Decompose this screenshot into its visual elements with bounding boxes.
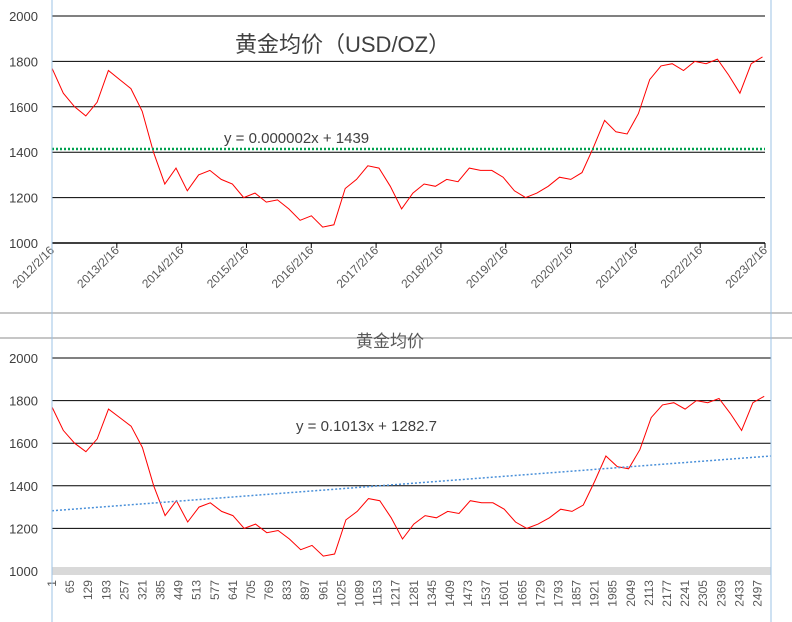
x-tick-label: 577 <box>208 580 222 600</box>
y-tick-label: 1200 <box>9 191 38 206</box>
top-trendline-label: y = 0.000002x + 1439 <box>224 130 369 147</box>
x-tick-label: 2113 <box>642 580 656 606</box>
x-tick-label: 2433 <box>732 580 746 607</box>
x-tick-label: 641 <box>226 580 240 600</box>
price-series-line <box>51 395 765 557</box>
x-tick-label: 1857 <box>570 580 584 607</box>
x-tick-label: 129 <box>81 580 95 600</box>
x-tick-label: 2177 <box>660 580 674 607</box>
x-tick-label: 2497 <box>750 580 764 607</box>
bottom-axis-band <box>52 567 771 575</box>
x-tick-label: 2016/2/16 <box>269 243 317 291</box>
x-tick-label: 2015/2/16 <box>204 243 252 291</box>
x-tick-label: 1153 <box>371 580 385 606</box>
x-tick-label: 449 <box>172 580 186 600</box>
x-tick-label: 1217 <box>389 580 403 607</box>
x-tick-label: 1921 <box>588 580 602 607</box>
x-tick-label: 1793 <box>551 580 565 607</box>
bottom-chart: 1000120014001600180020001651291932573213… <box>9 351 772 607</box>
y-tick-label: 1800 <box>9 54 38 69</box>
y-tick-label: 1000 <box>9 564 38 579</box>
x-tick-label: 2369 <box>714 580 728 607</box>
x-tick-label: 321 <box>135 580 149 600</box>
x-tick-label: 65 <box>63 580 77 594</box>
x-tick-label: 1473 <box>461 580 475 607</box>
x-tick-label: 2022/2/16 <box>658 243 706 291</box>
y-tick-label: 1000 <box>9 236 38 251</box>
x-tick-label: 1345 <box>425 580 439 607</box>
x-tick-label: 705 <box>244 580 258 600</box>
y-tick-label: 1400 <box>9 479 38 494</box>
y-tick-label: 2000 <box>9 351 38 366</box>
x-tick-label: 2019/2/16 <box>463 243 511 291</box>
x-tick-label: 769 <box>262 580 276 600</box>
x-tick-label: 513 <box>190 580 204 600</box>
x-tick-label: 1985 <box>606 580 620 607</box>
price-series-line <box>51 56 763 228</box>
x-tick-label: 1409 <box>443 580 457 607</box>
y-tick-label: 1200 <box>9 521 38 536</box>
x-tick-label: 1665 <box>515 580 529 607</box>
x-tick-label: 2018/2/16 <box>398 243 446 291</box>
x-tick-label: 961 <box>316 580 330 600</box>
top-chart-title: 黄金均价（USD/OZ） <box>235 32 450 57</box>
x-tick-label: 1729 <box>533 580 547 607</box>
x-tick-label: 1601 <box>497 580 511 607</box>
x-tick-label: 1089 <box>352 580 366 607</box>
x-tick-label: 1537 <box>479 580 493 607</box>
x-tick-label: 2013/2/16 <box>74 243 122 291</box>
x-tick-label: 257 <box>117 580 131 600</box>
x-tick-label: 385 <box>154 580 168 600</box>
trendline <box>51 455 772 512</box>
x-tick-label: 897 <box>298 580 312 600</box>
x-tick-label: 1025 <box>334 580 348 607</box>
x-tick-label: 2241 <box>678 580 692 607</box>
x-tick-label: 193 <box>99 580 113 600</box>
bottom-trendline-label: y = 0.1013x + 1282.7 <box>296 418 437 435</box>
y-tick-label: 1400 <box>9 145 38 160</box>
x-tick-label: 2023/2/16 <box>722 243 770 291</box>
x-tick-label: 2014/2/16 <box>139 243 187 291</box>
x-tick-label: 2017/2/16 <box>334 243 382 291</box>
x-tick-label: 2021/2/16 <box>593 243 641 291</box>
bottom-chart-title: 黄金均价 <box>356 332 424 351</box>
x-tick-label: 833 <box>280 580 294 600</box>
y-tick-label: 2000 <box>9 9 38 24</box>
y-tick-label: 1800 <box>9 394 38 409</box>
y-tick-label: 1600 <box>9 100 38 115</box>
x-tick-label: 2020/2/16 <box>528 243 576 291</box>
x-tick-label: 2305 <box>696 580 710 607</box>
y-tick-label: 1600 <box>9 436 38 451</box>
x-tick-label: 1281 <box>407 580 421 607</box>
x-tick-label: 2049 <box>624 580 638 607</box>
